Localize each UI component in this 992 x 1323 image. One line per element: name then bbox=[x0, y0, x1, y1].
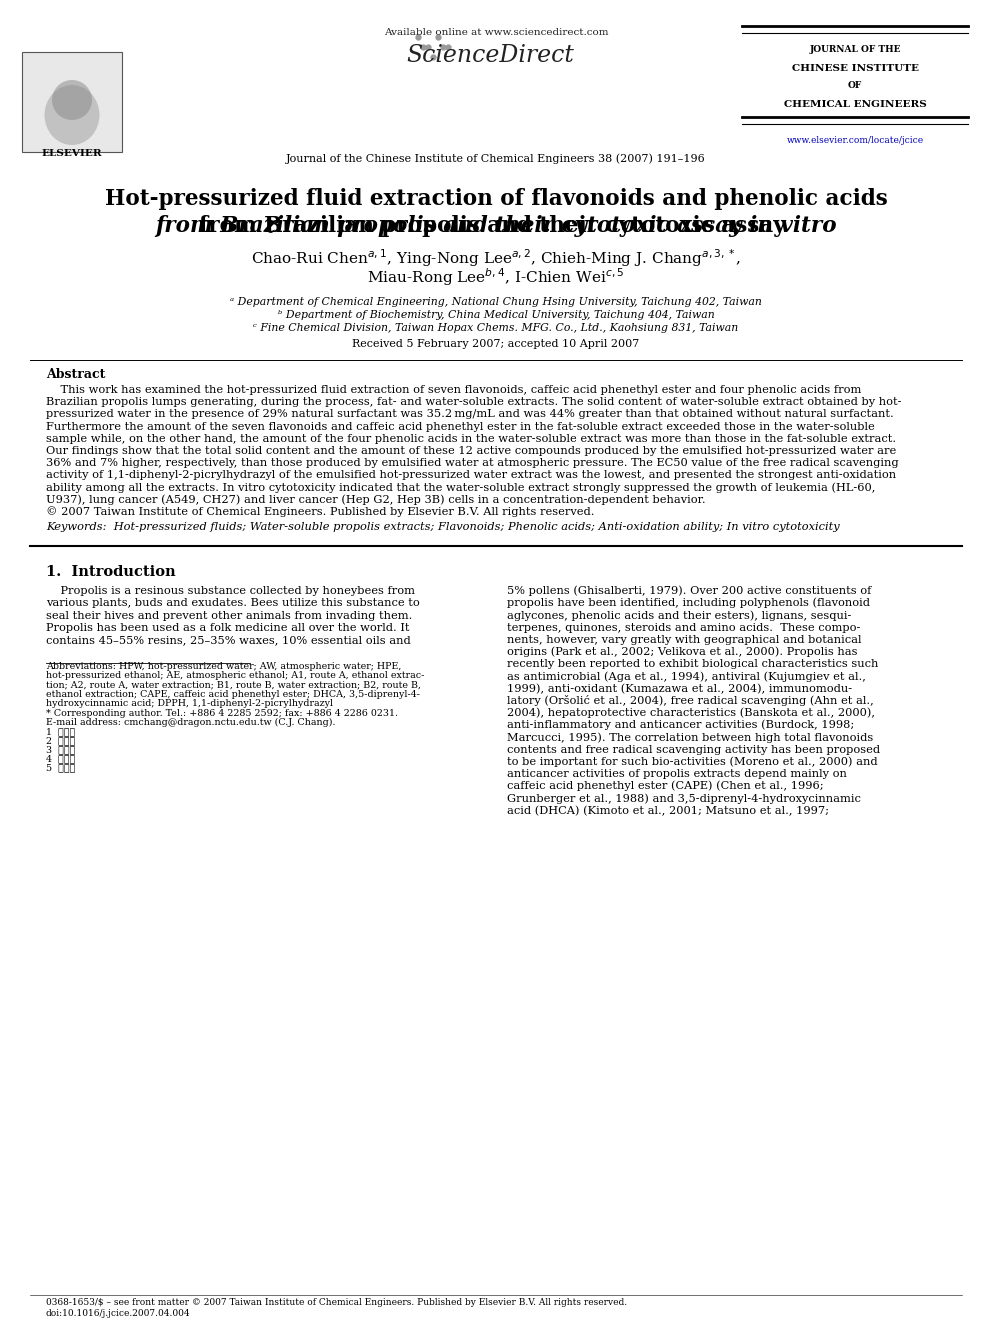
Text: This work has examined the hot-pressurized fluid extraction of seven flavonoids,: This work has examined the hot-pressuriz… bbox=[46, 385, 861, 396]
Text: various plants, buds and exudates. Bees utilize this substance to: various plants, buds and exudates. Bees … bbox=[46, 598, 420, 609]
Text: Miau-Rong Lee$^{\mathit{b,4}}$, I-Chien Wei$^{\mathit{c,5}}$: Miau-Rong Lee$^{\mathit{b,4}}$, I-Chien … bbox=[367, 266, 625, 288]
Text: Furthermore the amount of the seven flavonoids and caffeic acid phenethyl ester : Furthermore the amount of the seven flav… bbox=[46, 422, 875, 431]
Text: 36% and 7% higher, respectively, than those produced by emulsified water at atmo: 36% and 7% higher, respectively, than th… bbox=[46, 458, 899, 468]
Text: 4  張廋明: 4 張廋明 bbox=[46, 754, 75, 763]
Text: JOURNAL OF THE: JOURNAL OF THE bbox=[809, 45, 901, 54]
Text: CHINESE INSTITUTE: CHINESE INSTITUTE bbox=[792, 64, 919, 73]
Text: aglycones, phenolic acids and their esters), lignans, sesqui-: aglycones, phenolic acids and their este… bbox=[507, 610, 851, 620]
Text: caffeic acid phenethyl ester (CAPE) (Chen et al., 1996;: caffeic acid phenethyl ester (CAPE) (Che… bbox=[507, 781, 823, 791]
Text: Brazilian propolis lumps generating, during the process, fat- and water-soluble : Brazilian propolis lumps generating, dur… bbox=[46, 397, 902, 407]
Text: doi:10.1016/j.jcice.2007.04.004: doi:10.1016/j.jcice.2007.04.004 bbox=[46, 1308, 190, 1318]
Text: Marcucci, 1995). The correlation between high total flavonoids: Marcucci, 1995). The correlation between… bbox=[507, 732, 873, 742]
Text: pressurized water in the presence of 29% natural surfactant was 35.2 mg/mL and w: pressurized water in the presence of 29%… bbox=[46, 409, 894, 419]
Text: contents and free radical scavenging activity has been proposed: contents and free radical scavenging act… bbox=[507, 745, 880, 755]
Text: www.elsevier.com/locate/jcice: www.elsevier.com/locate/jcice bbox=[787, 136, 924, 146]
Text: 3  李張源: 3 李張源 bbox=[46, 746, 75, 754]
Text: 0368-1653/$ – see front matter © 2007 Taiwan Institute of Chemical Engineers. Pu: 0368-1653/$ – see front matter © 2007 Ta… bbox=[46, 1298, 627, 1307]
Text: Hot-pressurized fluid extraction of flavonoids and phenolic acids: Hot-pressurized fluid extraction of flav… bbox=[104, 188, 888, 210]
Text: origins (Park et al., 2002; Velikova et al., 2000). Propolis has: origins (Park et al., 2002; Velikova et … bbox=[507, 647, 857, 658]
Text: Abbreviations: HPW, hot-pressurized water; AW, atmospheric water; HPE,: Abbreviations: HPW, hot-pressurized wate… bbox=[46, 663, 402, 671]
Text: 1.  Introduction: 1. Introduction bbox=[46, 565, 176, 579]
Text: activity of 1,1-diphenyl-2-picrylhydrazyl of the emulsified hot-pressurized wate: activity of 1,1-diphenyl-2-picrylhydrazy… bbox=[46, 471, 896, 480]
Text: Abstract: Abstract bbox=[46, 368, 105, 381]
Text: terpenes, quinones, steroids and amino acids.  These compo-: terpenes, quinones, steroids and amino a… bbox=[507, 623, 860, 632]
Text: 5% pollens (Ghisalberti, 1979). Over 200 active constituents of: 5% pollens (Ghisalberti, 1979). Over 200… bbox=[507, 586, 871, 597]
Text: nents, however, vary greatly with geographical and botanical: nents, however, vary greatly with geogra… bbox=[507, 635, 861, 646]
Text: Grunberger et al., 1988) and 3,5-diprenyl-4-hydroxycinnamic: Grunberger et al., 1988) and 3,5-dipreny… bbox=[507, 792, 861, 803]
Text: Propolis is a resinous substance collected by honeybees from: Propolis is a resinous substance collect… bbox=[46, 586, 415, 597]
Text: acid (DHCA) (Kimoto et al., 2001; Matsuno et al., 1997;: acid (DHCA) (Kimoto et al., 2001; Matsun… bbox=[507, 806, 829, 816]
Text: * Corresponding author. Tel.: +886 4 2285 2592; fax: +886 4 2286 0231.: * Corresponding author. Tel.: +886 4 228… bbox=[46, 709, 398, 718]
Text: E-mail address: cmchang@dragon.nctu.edu.tw (C.J. Chang).: E-mail address: cmchang@dragon.nctu.edu.… bbox=[46, 718, 335, 728]
Text: CHEMICAL ENGINEERS: CHEMICAL ENGINEERS bbox=[784, 101, 927, 108]
Text: Chao-Rui Chen$^{\mathit{a,1}}$, Ying-Nong Lee$^{\mathit{a,2}}$, Chieh-Ming J. Ch: Chao-Rui Chen$^{\mathit{a,1}}$, Ying-Non… bbox=[251, 247, 741, 269]
Ellipse shape bbox=[45, 85, 99, 146]
Text: ᶜ Fine Chemical Division, Taiwan Hopax Chems. MFG. Co., Ltd., Kaohsiung 831, Tai: ᶜ Fine Chemical Division, Taiwan Hopax C… bbox=[253, 323, 739, 333]
Text: ability among all the extracts. In vitro cytotoxicity indicated that the water-s: ability among all the extracts. In vitro… bbox=[46, 482, 875, 492]
Ellipse shape bbox=[52, 79, 92, 120]
Text: latory (Oršolić et al., 2004), free radical scavenging (Ahn et al.,: latory (Oršolić et al., 2004), free radi… bbox=[507, 695, 874, 706]
Text: from Brazilian propolis and their cytotoxic assay in vitro: from Brazilian propolis and their cytoto… bbox=[155, 216, 837, 237]
Text: from Brazilian propolis and their cytotoxic assay: from Brazilian propolis and their cytoto… bbox=[198, 216, 794, 237]
Text: tion; A2, route A, water extraction; B1, route B, water extraction; B2, route B,: tion; A2, route A, water extraction; B1,… bbox=[46, 680, 421, 689]
Text: anticancer activities of propolis extracts depend mainly on: anticancer activities of propolis extrac… bbox=[507, 769, 847, 779]
Text: hydroxycinnamic acid; DPPH, 1,1-diphenyl-2-picrylhydrazyl: hydroxycinnamic acid; DPPH, 1,1-diphenyl… bbox=[46, 699, 333, 708]
Text: U937), lung cancer (A549, CH27) and liver cancer (Hep G2, Hep 3B) cells in a con: U937), lung cancer (A549, CH27) and live… bbox=[46, 495, 705, 505]
Text: ELSEVIER: ELSEVIER bbox=[42, 149, 102, 157]
Text: hot-pressurized ethanol; AE, atmospheric ethanol; A1, route A, ethanol extrac-: hot-pressurized ethanol; AE, atmospheric… bbox=[46, 671, 425, 680]
Text: 5  魏一健: 5 魏一健 bbox=[46, 763, 75, 773]
Text: 2  陽明請: 2 陽明請 bbox=[46, 737, 75, 746]
Text: ᵃ Department of Chemical Engineering, National Chung Hsing University, Taichung : ᵃ Department of Chemical Engineering, Na… bbox=[230, 296, 762, 307]
Text: sample while, on the other hand, the amount of the four phenolic acids in the wa: sample while, on the other hand, the amo… bbox=[46, 434, 896, 443]
Text: 2004), hepatoprotective characteristics (Banskota et al., 2000),: 2004), hepatoprotective characteristics … bbox=[507, 708, 875, 718]
Text: seal their hives and prevent other animals from invading them.: seal their hives and prevent other anima… bbox=[46, 611, 413, 620]
Text: Available online at www.sciencedirect.com: Available online at www.sciencedirect.co… bbox=[384, 28, 608, 37]
Text: ScienceDirect: ScienceDirect bbox=[406, 44, 574, 67]
Text: 1999), anti-oxidant (Kumazawa et al., 2004), immunomodu-: 1999), anti-oxidant (Kumazawa et al., 20… bbox=[507, 684, 852, 693]
Text: as antimicrobial (Aga et al., 1994), antiviral (Kujumgiev et al.,: as antimicrobial (Aga et al., 1994), ant… bbox=[507, 671, 866, 681]
Text: Keywords:  Hot-pressurized fluids; Water-soluble propolis extracts; Flavonoids; : Keywords: Hot-pressurized fluids; Water-… bbox=[46, 523, 839, 532]
Text: Propolis has been used as a folk medicine all over the world. It: Propolis has been used as a folk medicin… bbox=[46, 623, 410, 632]
Text: anti-inflammatory and anticancer activities (Burdock, 1998;: anti-inflammatory and anticancer activit… bbox=[507, 720, 854, 730]
Text: © 2007 Taiwan Institute of Chemical Engineers. Published by Elsevier B.V. All ri: © 2007 Taiwan Institute of Chemical Engi… bbox=[46, 507, 594, 517]
Text: propolis have been identified, including polyphenols (flavonoid: propolis have been identified, including… bbox=[507, 598, 870, 609]
Text: Received 5 February 2007; accepted 10 April 2007: Received 5 February 2007; accepted 10 Ap… bbox=[352, 339, 640, 349]
Text: ethanol extraction; CAPE, caffeic acid phenethyl ester; DHCA, 3,5-diprenyl-4-: ethanol extraction; CAPE, caffeic acid p… bbox=[46, 689, 420, 699]
Bar bbox=[22, 52, 122, 152]
Text: Journal of the Chinese Institute of Chemical Engineers 38 (2007) 191–196: Journal of the Chinese Institute of Chem… bbox=[286, 153, 706, 164]
Text: OF: OF bbox=[848, 81, 862, 90]
Text: to be important for such bio-activities (Moreno et al., 2000) and: to be important for such bio-activities … bbox=[507, 757, 878, 767]
Text: Our findings show that the total solid content and the amount of these 12 active: Our findings show that the total solid c… bbox=[46, 446, 896, 456]
Text: 1  李紹蝶: 1 李紹蝶 bbox=[46, 728, 75, 737]
Text: recently been reported to exhibit biological characteristics such: recently been reported to exhibit biolog… bbox=[507, 659, 878, 669]
Text: contains 45–55% resins, 25–35% waxes, 10% essential oils and: contains 45–55% resins, 25–35% waxes, 10… bbox=[46, 635, 411, 646]
Text: ᵇ Department of Biochemistry, China Medical University, Taichung 404, Taiwan: ᵇ Department of Biochemistry, China Medi… bbox=[278, 310, 714, 320]
